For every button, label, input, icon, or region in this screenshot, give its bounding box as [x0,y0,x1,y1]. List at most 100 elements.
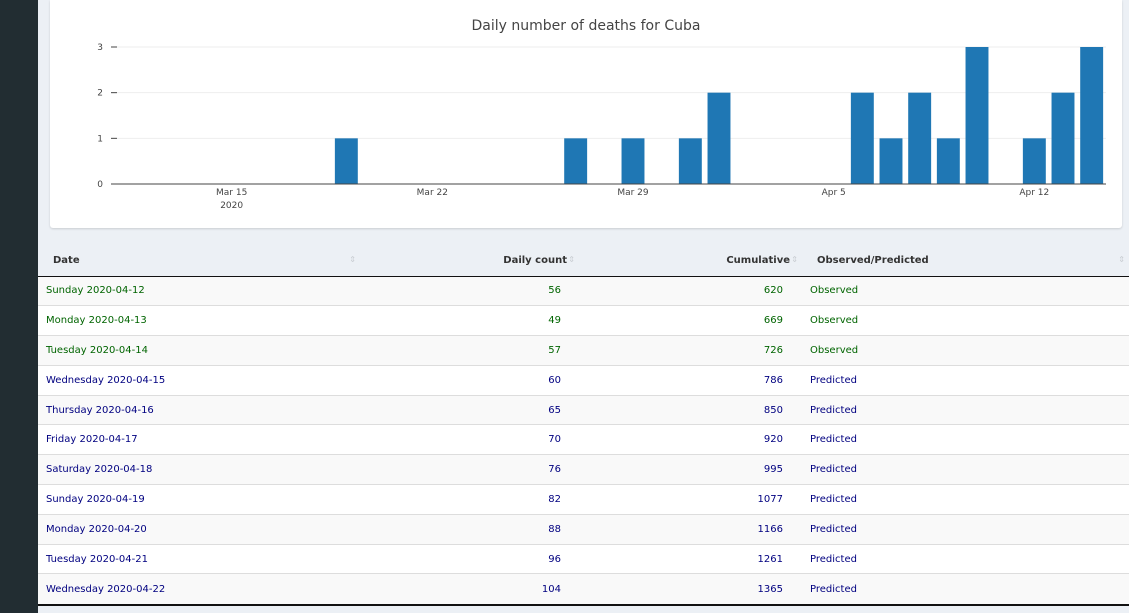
cell-status: Predicted [802,394,1129,425]
cell-status: Predicted [802,364,1129,396]
x-tick-year-label: 2020 [220,201,243,211]
sort-arrows-icon[interactable]: ⇕ [568,255,575,264]
y-tick-label: 1 [97,134,103,144]
cell-cumulative: 920 [579,424,802,455]
x-tick-label: Mar 29 [617,188,649,198]
cell-daily-count: 70 [360,424,579,455]
cell-status: Predicted [802,543,1129,574]
cell-daily-count: 49 [360,305,579,336]
sort-arrows-icon[interactable]: ⇕ [1118,255,1125,264]
x-tick-label: Mar 15 [216,188,247,198]
cell-daily-count: 76 [360,454,579,485]
cell-cumulative: 995 [579,454,802,485]
cell-date: Friday 2020-04-17 [38,424,360,455]
column-label-cumulative: Cumulative [726,255,790,267]
table-row[interactable]: Tuesday 2020-04-21 96 1261 Predicted [38,543,1129,574]
bar [965,47,989,184]
bar [936,138,960,184]
cell-cumulative: 850 [579,394,802,425]
x-tick-label: Mar 22 [417,188,448,198]
cell-daily-count: 56 [360,276,579,306]
forecast-table-container: Date ⇕ Daily count ⇕ Cumulative ⇕ Observ… [38,246,1129,604]
y-tick-label: 2 [97,89,103,99]
bar [879,138,903,184]
table-row[interactable]: Friday 2020-04-17 70 920 Predicted [38,424,1129,455]
cell-cumulative: 1365 [579,573,802,604]
cell-cumulative: 1261 [579,543,802,574]
cell-status: Predicted [802,424,1129,455]
table-header-row: Date ⇕ Daily count ⇕ Cumulative ⇕ Observ… [38,246,1129,277]
cell-date: Monday 2020-04-20 [38,513,360,545]
column-header-observed-predicted[interactable]: Observed/Predicted ⇕ [802,246,1129,277]
cell-status: Predicted [802,513,1129,545]
cell-daily-count: 60 [360,364,579,396]
table-row[interactable]: Monday 2020-04-13 49 669 Observed [38,305,1129,336]
column-label-daily-count: Daily count [503,255,567,267]
bar [707,92,731,184]
table-row[interactable]: Tuesday 2020-04-14 57 726 Observed [38,335,1129,366]
table-row[interactable]: Wednesday 2020-04-15 60 786 Predicted [38,364,1129,396]
cell-daily-count: 88 [360,513,579,545]
bar [564,138,588,184]
sort-arrows-icon[interactable]: ⇕ [791,255,798,264]
bar [1022,138,1046,184]
column-label-date: Date [53,255,80,267]
sidebar [0,0,38,613]
cell-cumulative: 1077 [579,484,802,515]
axis-layer: 0 1 2 3 Mar 15 2020 Mar 22 Mar 29 Apr 5 Apr 12 [97,43,1106,211]
table-row[interactable]: Saturday 2020-04-18 76 995 Predicted [38,454,1129,485]
grid-layer [117,46,1106,139]
bar [334,138,358,184]
column-header-date[interactable]: Date ⇕ [38,246,360,277]
table-body: Sunday 2020-04-12 56 620 Observed Monday 202… [38,276,1129,604]
bar [621,138,645,184]
cell-status: Observed [802,276,1129,306]
bar [1080,47,1104,184]
table-row[interactable]: Monday 2020-04-20 88 1166 Predicted [38,513,1129,545]
column-header-cumulative[interactable]: Cumulative ⇕ [579,246,802,277]
column-label-observed-predicted: Observed/Predicted [817,255,929,267]
cell-date: Sunday 2020-04-12 [38,276,360,306]
table-row[interactable]: Wednesday 2020-04-22 104 1365 Predicted [38,573,1129,604]
table-row[interactable]: Sunday 2020-04-19 82 1077 Predicted [38,484,1129,515]
cell-cumulative: 786 [579,364,802,396]
cell-date: Saturday 2020-04-18 [38,454,360,485]
cell-cumulative: 669 [579,305,802,336]
cell-cumulative: 1166 [579,513,802,545]
cell-cumulative: 726 [579,335,802,366]
bar [678,138,702,184]
bar-layer [334,47,1104,184]
bar [850,92,874,184]
bar [908,92,932,184]
cell-daily-count: 57 [360,335,579,366]
cell-cumulative: 620 [579,276,802,306]
deaths-bar-chart: Daily number of deaths for Cuba 0 1 2 3 Mar … [97,18,1106,211]
chart-title: Daily number of deaths for Cuba [472,18,701,34]
cell-date: Tuesday 2020-04-21 [38,543,360,574]
cell-status: Predicted [802,454,1129,485]
y-tick-label: 0 [97,180,103,190]
table-row[interactable]: Sunday 2020-04-12 56 620 Observed [38,276,1129,306]
cell-date: Thursday 2020-04-16 [38,394,360,425]
cell-daily-count: 96 [360,543,579,574]
cell-status: Observed [802,305,1129,336]
cell-date: Tuesday 2020-04-14 [38,335,360,366]
cell-daily-count: 104 [360,573,579,604]
sort-arrows-icon[interactable]: ⇕ [349,255,356,264]
chart-panel: Daily number of deaths for Cuba 0 1 2 3 Mar … [50,0,1122,228]
table-bottom-border [38,604,1129,606]
y-tick-label: 3 [97,43,103,53]
cell-date: Wednesday 2020-04-15 [38,364,360,396]
cell-date: Sunday 2020-04-19 [38,484,360,515]
main-content: Daily number of deaths for Cuba 0 1 2 3 Mar … [38,0,1129,613]
bar [1051,92,1075,184]
cell-status: Predicted [802,573,1129,604]
table-row[interactable]: Thursday 2020-04-16 65 850 Predicted [38,394,1129,425]
cell-date: Monday 2020-04-13 [38,305,360,336]
cell-daily-count: 65 [360,394,579,425]
column-header-daily-count[interactable]: Daily count ⇕ [360,246,579,277]
cell-date: Wednesday 2020-04-22 [38,573,360,604]
x-tick-label: Apr 12 [1019,188,1049,198]
cell-status: Observed [802,335,1129,366]
cell-daily-count: 82 [360,484,579,515]
